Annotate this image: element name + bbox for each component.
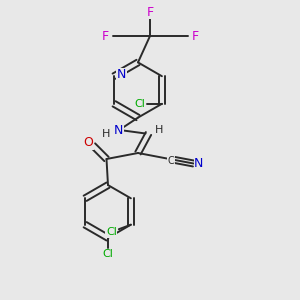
Text: Cl: Cl <box>134 99 145 109</box>
Text: O: O <box>84 136 93 149</box>
Text: H: H <box>102 128 111 139</box>
Text: F: F <box>191 29 199 43</box>
Text: F: F <box>146 5 154 19</box>
Text: N: N <box>117 68 126 81</box>
Text: Cl: Cl <box>106 227 117 237</box>
Text: C: C <box>168 155 174 166</box>
Text: Cl: Cl <box>103 249 113 260</box>
Text: N: N <box>114 124 123 137</box>
Text: F: F <box>101 29 109 43</box>
Text: N: N <box>194 157 204 170</box>
Text: H: H <box>155 125 163 136</box>
